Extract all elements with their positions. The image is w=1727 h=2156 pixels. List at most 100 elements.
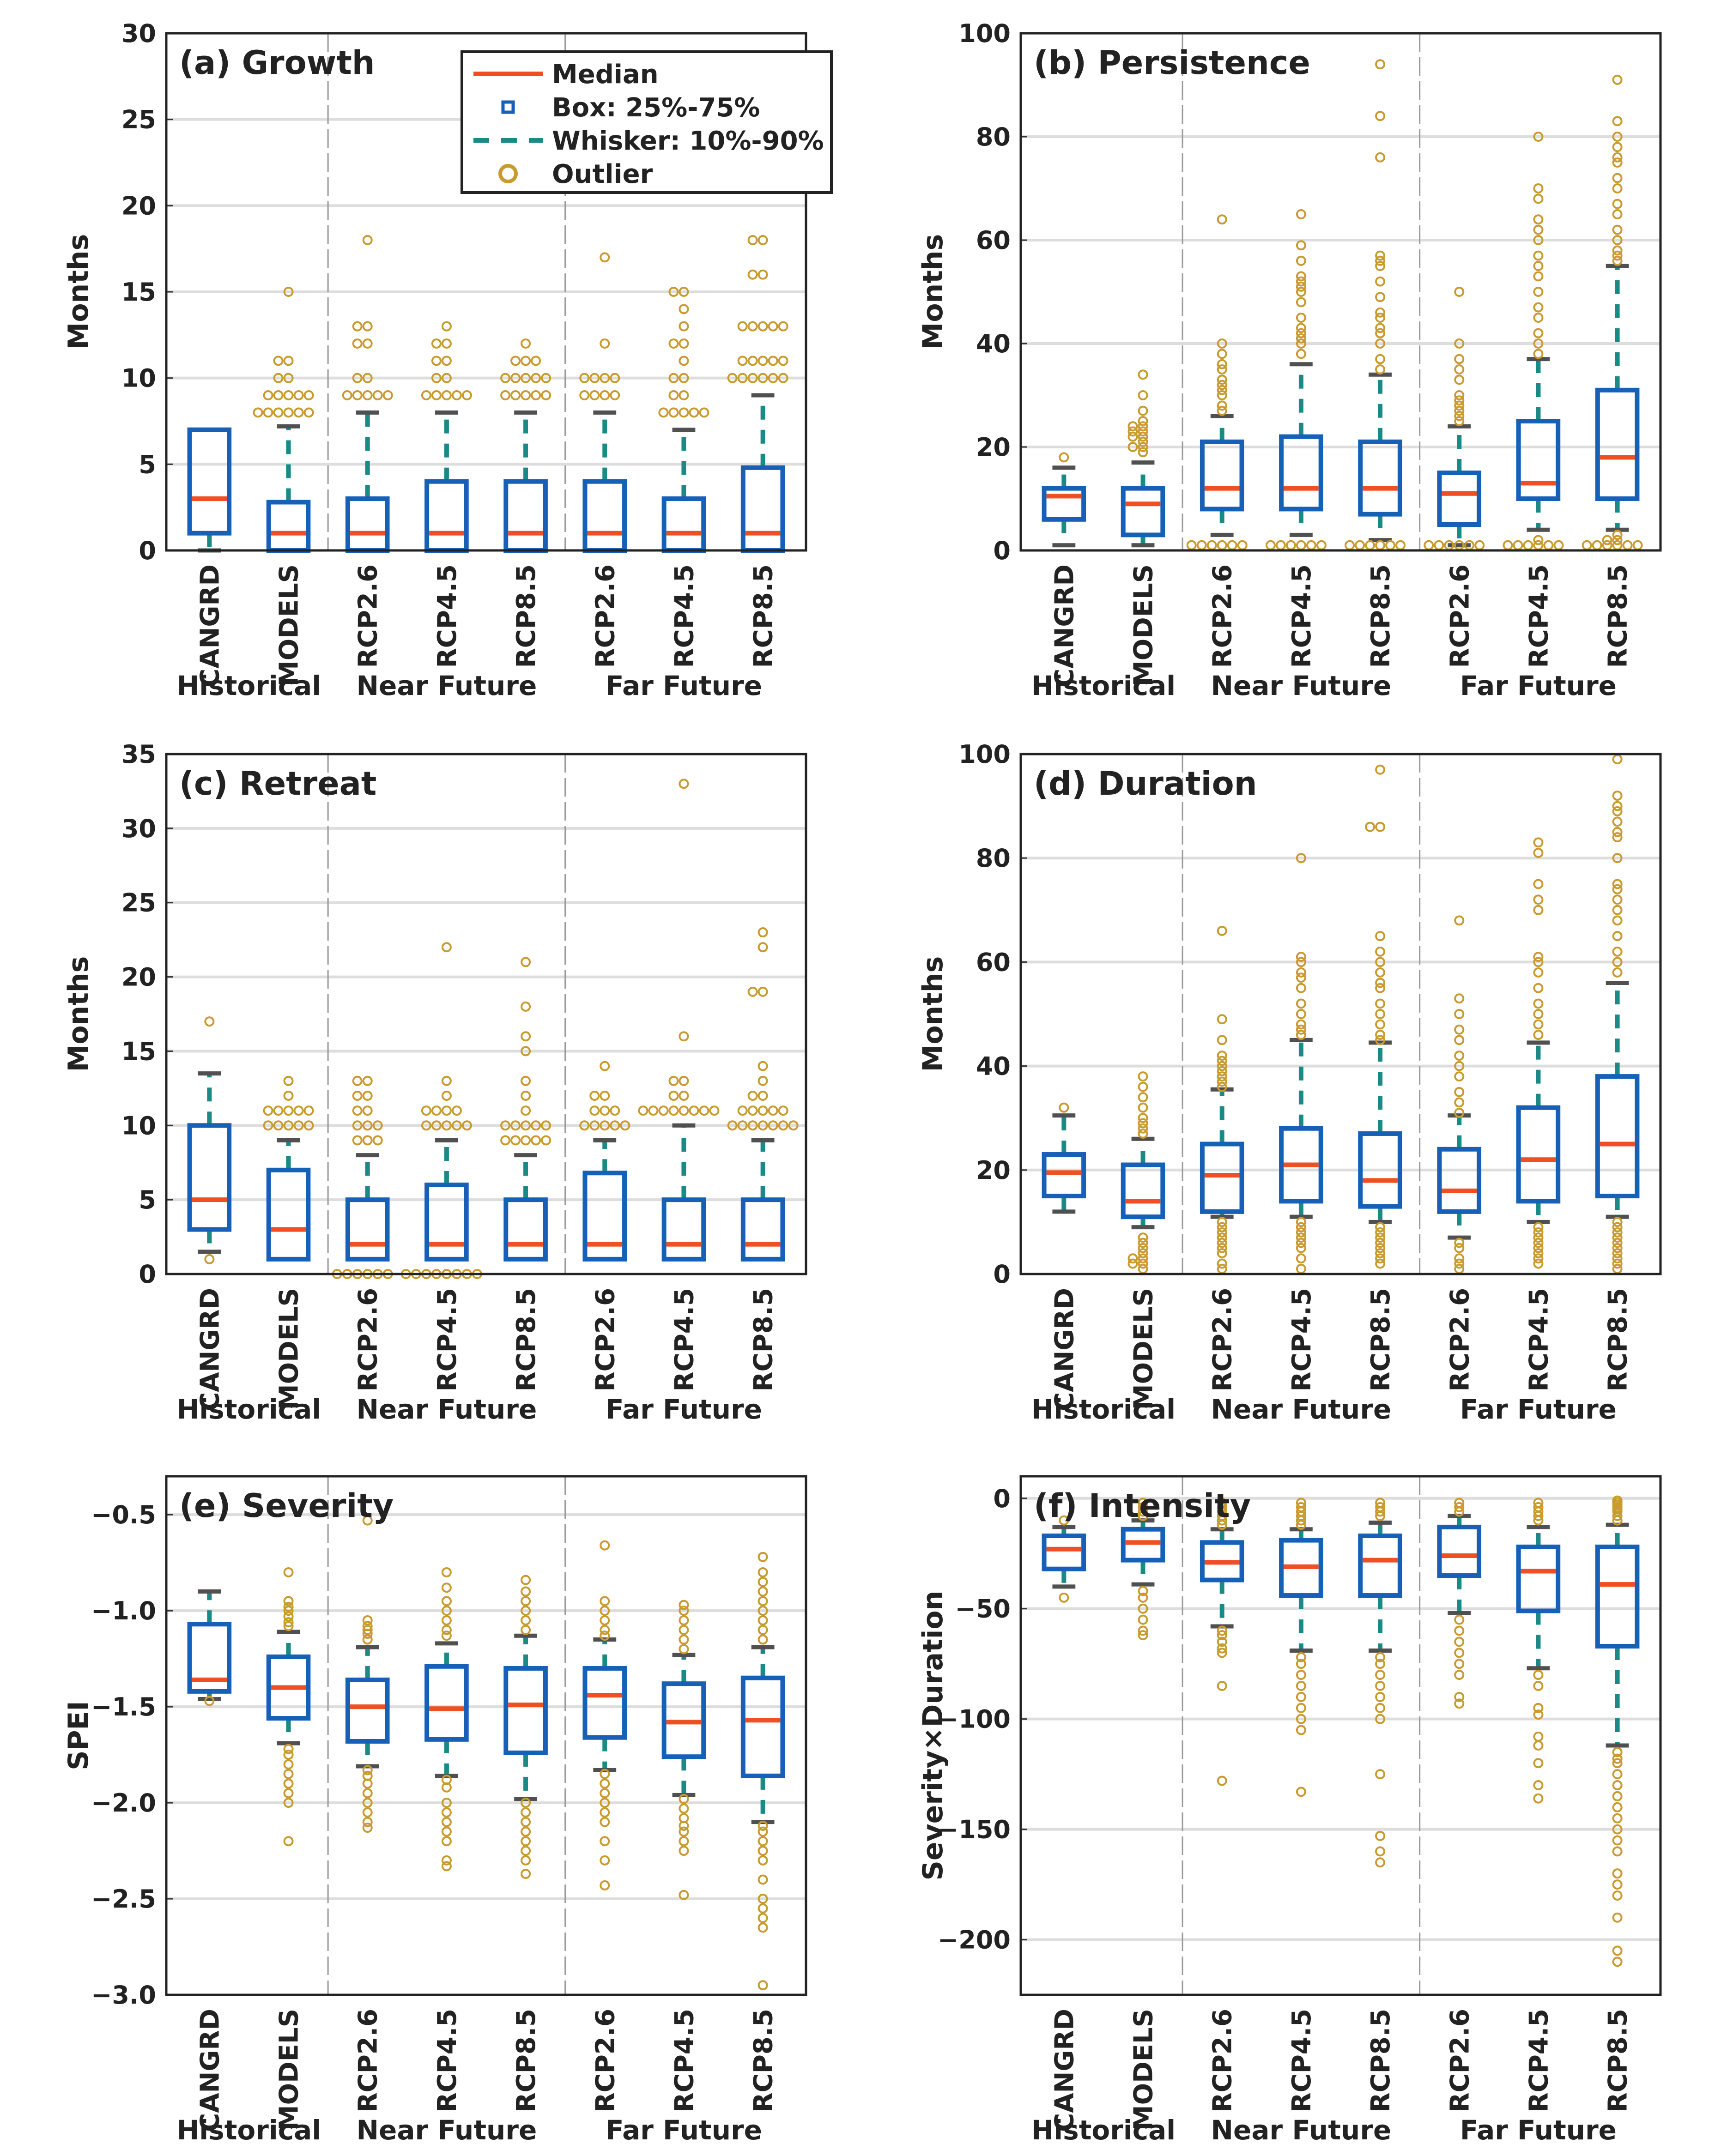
outlier-point bbox=[1375, 1652, 1386, 1662]
outlier-point bbox=[521, 1120, 531, 1131]
outlier-point bbox=[1127, 1258, 1138, 1269]
outlier-point bbox=[1533, 1758, 1544, 1769]
outlier-point bbox=[600, 338, 610, 349]
legend-outlier-swatch bbox=[498, 164, 518, 183]
group-label: Historical bbox=[177, 670, 321, 701]
outlier-point bbox=[757, 1105, 768, 1116]
outlier-point bbox=[1296, 1659, 1306, 1669]
iqr-box bbox=[740, 1675, 785, 1778]
legend-label: Box: 25%-75% bbox=[552, 93, 760, 123]
outlier-point bbox=[283, 1596, 294, 1606]
outlier-point bbox=[431, 1120, 442, 1131]
panel-e: −3.0 −2.5 −2.0 −1.5 −1.0 −0.5 CANGRD MODELS RCP2… bbox=[62, 1475, 807, 2146]
panel-title: (f) Intensity bbox=[1034, 1487, 1251, 1525]
outlier-point bbox=[757, 356, 768, 366]
y-tick-label: 30 bbox=[121, 19, 156, 48]
category-label: RCP8.5 bbox=[1603, 2009, 1633, 2112]
outlier-point bbox=[1612, 967, 1623, 978]
outlier-point bbox=[362, 1629, 373, 1639]
outlier-point bbox=[1375, 1232, 1386, 1243]
outlier-point bbox=[510, 1135, 521, 1146]
outlier-point bbox=[1612, 157, 1623, 168]
outlier-point bbox=[1454, 1035, 1465, 1045]
outlier-point bbox=[1296, 255, 1306, 266]
outlier-point bbox=[1059, 1592, 1069, 1603]
outlier-point bbox=[362, 1634, 373, 1645]
iqr-box bbox=[1279, 1126, 1323, 1204]
outlier-point bbox=[1375, 1258, 1386, 1269]
outlier-point bbox=[441, 338, 452, 349]
outlier-point bbox=[1217, 1056, 1227, 1066]
outlier-point bbox=[1553, 540, 1564, 550]
outlier-point bbox=[1296, 1652, 1306, 1662]
outlier-point bbox=[541, 1135, 551, 1146]
outlier-point bbox=[500, 1135, 511, 1146]
outlier-point bbox=[579, 390, 590, 400]
iqr-box bbox=[345, 496, 390, 553]
outlier-point bbox=[283, 1621, 294, 1631]
outlier-point bbox=[757, 1596, 768, 1606]
category-label: RCP2.6 bbox=[1208, 1288, 1238, 1391]
outlier-point bbox=[1296, 853, 1306, 864]
box-e-5 bbox=[503, 1575, 548, 1879]
category-label: RCP2.6 bbox=[590, 564, 620, 668]
outlier-point bbox=[1533, 1243, 1544, 1253]
box-f-1 bbox=[1042, 1515, 1086, 1603]
outlier-point bbox=[1612, 1957, 1623, 1967]
outlier-point bbox=[1217, 925, 1227, 936]
plot-frame bbox=[165, 32, 807, 552]
outlier-point bbox=[1612, 142, 1623, 152]
outlier-point bbox=[521, 356, 531, 366]
box-d-5 bbox=[1358, 764, 1402, 1269]
outlier-point bbox=[521, 1135, 531, 1146]
outlier-point bbox=[679, 1615, 689, 1625]
outlier-point bbox=[352, 373, 363, 383]
outlier-point bbox=[1375, 1222, 1386, 1232]
group-label: Near Future bbox=[357, 1394, 537, 1425]
outlier-point bbox=[1375, 978, 1386, 988]
outlier-point bbox=[1612, 116, 1623, 127]
iqr-box bbox=[345, 1677, 390, 1744]
outlier-point bbox=[1454, 1024, 1465, 1035]
y-axis-label: Months bbox=[917, 234, 949, 350]
outlier-point bbox=[1612, 74, 1623, 85]
outlier-point bbox=[1612, 816, 1623, 827]
y-tick-label: 0 bbox=[993, 1484, 1011, 1513]
group-label: Far Future bbox=[606, 2114, 762, 2146]
category-label: RCP4.5 bbox=[1524, 2009, 1554, 2112]
y-tick-label: 25 bbox=[121, 105, 156, 134]
outlier-point bbox=[1533, 193, 1544, 204]
iqr-box bbox=[582, 1171, 627, 1262]
outlier-point bbox=[589, 390, 600, 400]
outlier-point bbox=[768, 1120, 778, 1131]
outlier-point bbox=[541, 390, 551, 400]
outlier-point bbox=[303, 1120, 314, 1131]
outlier-point bbox=[679, 407, 689, 418]
outlier-point bbox=[1296, 1024, 1306, 1035]
outlier-point bbox=[441, 1826, 452, 1837]
outlier-point bbox=[1612, 1769, 1623, 1780]
outlier-point bbox=[1375, 313, 1386, 323]
outlier-point bbox=[362, 235, 373, 245]
outlier-point bbox=[541, 373, 551, 383]
outlier-point bbox=[1375, 1238, 1386, 1248]
outlier-point bbox=[1365, 540, 1376, 550]
outlier-point bbox=[1612, 853, 1623, 864]
outlier-point bbox=[1296, 1263, 1306, 1274]
outlier-point bbox=[1138, 1238, 1148, 1248]
outlier-point bbox=[441, 1075, 452, 1086]
outlier-point bbox=[521, 390, 531, 400]
outlier-point bbox=[431, 338, 442, 349]
iqr-box bbox=[1358, 1131, 1402, 1209]
outlier-point bbox=[1296, 1253, 1306, 1264]
panel-a: 0 5 10 15 20 25 30 CANGRD MODELS RCP2.6 RCP4.5 RCP8… bbox=[62, 19, 807, 701]
outlier-point bbox=[362, 373, 373, 383]
category-label: RCP4.5 bbox=[432, 2009, 462, 2112]
outlier-point bbox=[610, 390, 620, 400]
outlier-point bbox=[679, 373, 689, 383]
outlier-point bbox=[699, 407, 709, 418]
outlier-point bbox=[1612, 931, 1623, 942]
box-b-7 bbox=[1503, 132, 1564, 550]
outlier-point bbox=[1602, 535, 1612, 545]
outlier-point bbox=[441, 321, 452, 332]
